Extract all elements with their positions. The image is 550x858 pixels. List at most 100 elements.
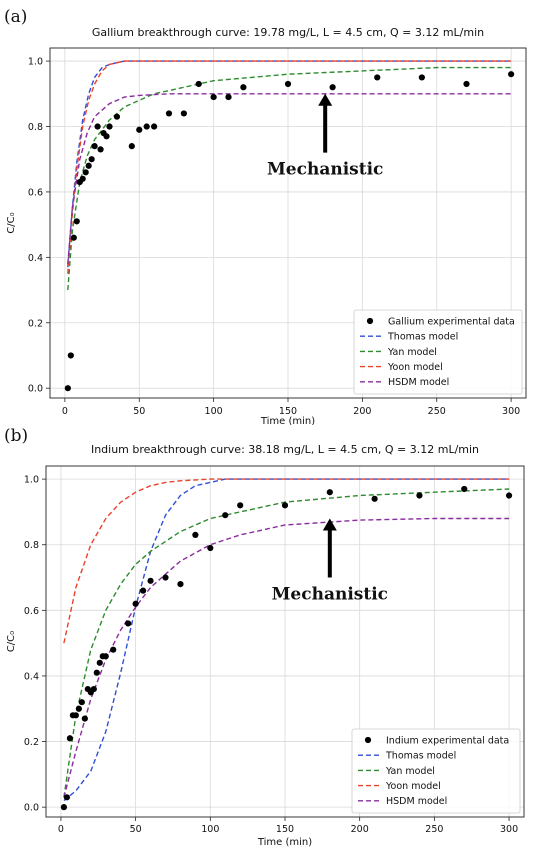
data-point: [165, 110, 173, 117]
y-tick-label: 0.6: [28, 187, 43, 198]
data-point: [66, 735, 73, 742]
data-point: [461, 485, 468, 493]
data-point: [85, 162, 92, 169]
legend-entry: Yoon model: [387, 362, 443, 373]
data-point: [371, 495, 378, 502]
y-tick-label: 0.8: [24, 540, 39, 551]
data-point: [195, 80, 202, 88]
data-point: [81, 715, 88, 722]
data-point: [505, 492, 513, 499]
series-line-yoon-model: [63, 478, 510, 644]
y-tick-label: 0.0: [24, 803, 39, 814]
data-point: [88, 156, 95, 163]
series-line-hsdm-model: [63, 517, 510, 798]
x-tick-label: 0: [62, 406, 68, 417]
x-tick-label: 200: [351, 824, 369, 835]
y-tick-label: 0.4: [24, 671, 39, 682]
legend-box: [353, 309, 523, 395]
data-point: [210, 93, 217, 101]
data-point: [97, 146, 104, 153]
x-tick-label: 100: [205, 406, 223, 417]
data-point: [96, 659, 103, 666]
panel-label: (b): [4, 426, 28, 446]
x-tick-label: 50: [133, 406, 145, 417]
legend-marker: [364, 736, 372, 744]
data-point: [329, 84, 336, 91]
data-point: [136, 126, 143, 133]
data-point: [284, 80, 292, 88]
legend-entry: Thomas model: [387, 332, 458, 343]
y-tick-label: 0.4: [28, 253, 43, 264]
annotation-arrowhead: [322, 518, 337, 531]
data-point: [64, 385, 71, 392]
y-tick-label: 1.0: [24, 475, 39, 486]
annotation-arrowhead: [318, 93, 333, 106]
indium-breakthrough-chart: (b) Indium breakthrough curve: 38.18 mg/L…: [4, 426, 525, 848]
data-point: [91, 143, 98, 150]
data-point: [463, 80, 470, 88]
data-point: [102, 653, 109, 660]
y-axis-label: C/C₀: [6, 631, 17, 652]
x-tick-label: 150: [276, 824, 294, 835]
data-point: [508, 71, 515, 78]
data-point: [326, 489, 333, 496]
data-point: [180, 110, 187, 117]
x-tick-label: 300: [500, 824, 518, 835]
data-point: [418, 74, 425, 81]
annotation-label: Mechanistic: [267, 160, 383, 180]
legend-entry: Yan model: [387, 347, 437, 358]
plot-frame: [45, 465, 525, 818]
data-point: [374, 74, 381, 81]
x-tick-label: 150: [279, 406, 297, 417]
x-tick-label: 300: [502, 406, 520, 417]
series-line-yoon-model: [67, 60, 512, 274]
y-tick-label: 0.0: [28, 384, 43, 395]
data-point: [103, 133, 110, 140]
x-tick-label: 50: [130, 824, 142, 835]
data-point: [416, 492, 423, 499]
panel-label: (a): [4, 7, 27, 27]
data-point: [132, 600, 139, 607]
data-point: [225, 93, 232, 101]
data-point: [73, 218, 80, 225]
gallium-breakthrough-chart: (a) Gallium breakthrough curve: 19.78 mg/…: [4, 7, 527, 425]
data-point: [125, 620, 132, 627]
y-tick-label: 0.2: [24, 737, 39, 748]
legend-entry: Thomas model: [385, 751, 456, 762]
data-point: [110, 646, 117, 653]
data-point: [60, 804, 68, 811]
legend-entry: HSDM model: [388, 377, 449, 388]
y-tick-label: 0.6: [24, 606, 39, 617]
data-point: [177, 580, 184, 588]
data-point: [75, 705, 82, 712]
legend-entry: Indium experimental data: [386, 735, 509, 746]
data-point: [222, 512, 229, 519]
data-point: [113, 113, 121, 120]
y-tick-label: 1.0: [28, 57, 43, 68]
data-point: [79, 175, 86, 182]
x-tick-label: 200: [353, 406, 371, 417]
data-point: [67, 352, 74, 359]
data-point: [143, 123, 150, 130]
data-point: [147, 577, 154, 584]
legend-entry: Yan model: [385, 766, 435, 777]
data-point: [139, 587, 147, 594]
x-tick-label: 250: [425, 824, 443, 835]
series-line-thomas-model: [63, 478, 510, 802]
legend-entry: Gallium experimental data: [388, 316, 515, 327]
data-point: [162, 574, 169, 581]
legend-entry: Yoon model: [385, 781, 441, 792]
series-line-hsdm-model: [67, 93, 512, 264]
data-point: [94, 123, 101, 130]
legend-entry: HSDM model: [386, 796, 447, 807]
data-point: [78, 699, 85, 706]
x-axis-label: Time (min): [260, 416, 315, 425]
legend-marker: [366, 317, 374, 325]
data-point: [90, 685, 97, 693]
data-point: [192, 531, 199, 538]
x-tick-label: 100: [201, 824, 219, 835]
y-tick-label: 0.8: [28, 122, 43, 133]
annotation-label: Mechanistic: [272, 585, 388, 605]
y-axis-label: C/C₀: [6, 212, 17, 233]
data-point: [237, 502, 244, 509]
